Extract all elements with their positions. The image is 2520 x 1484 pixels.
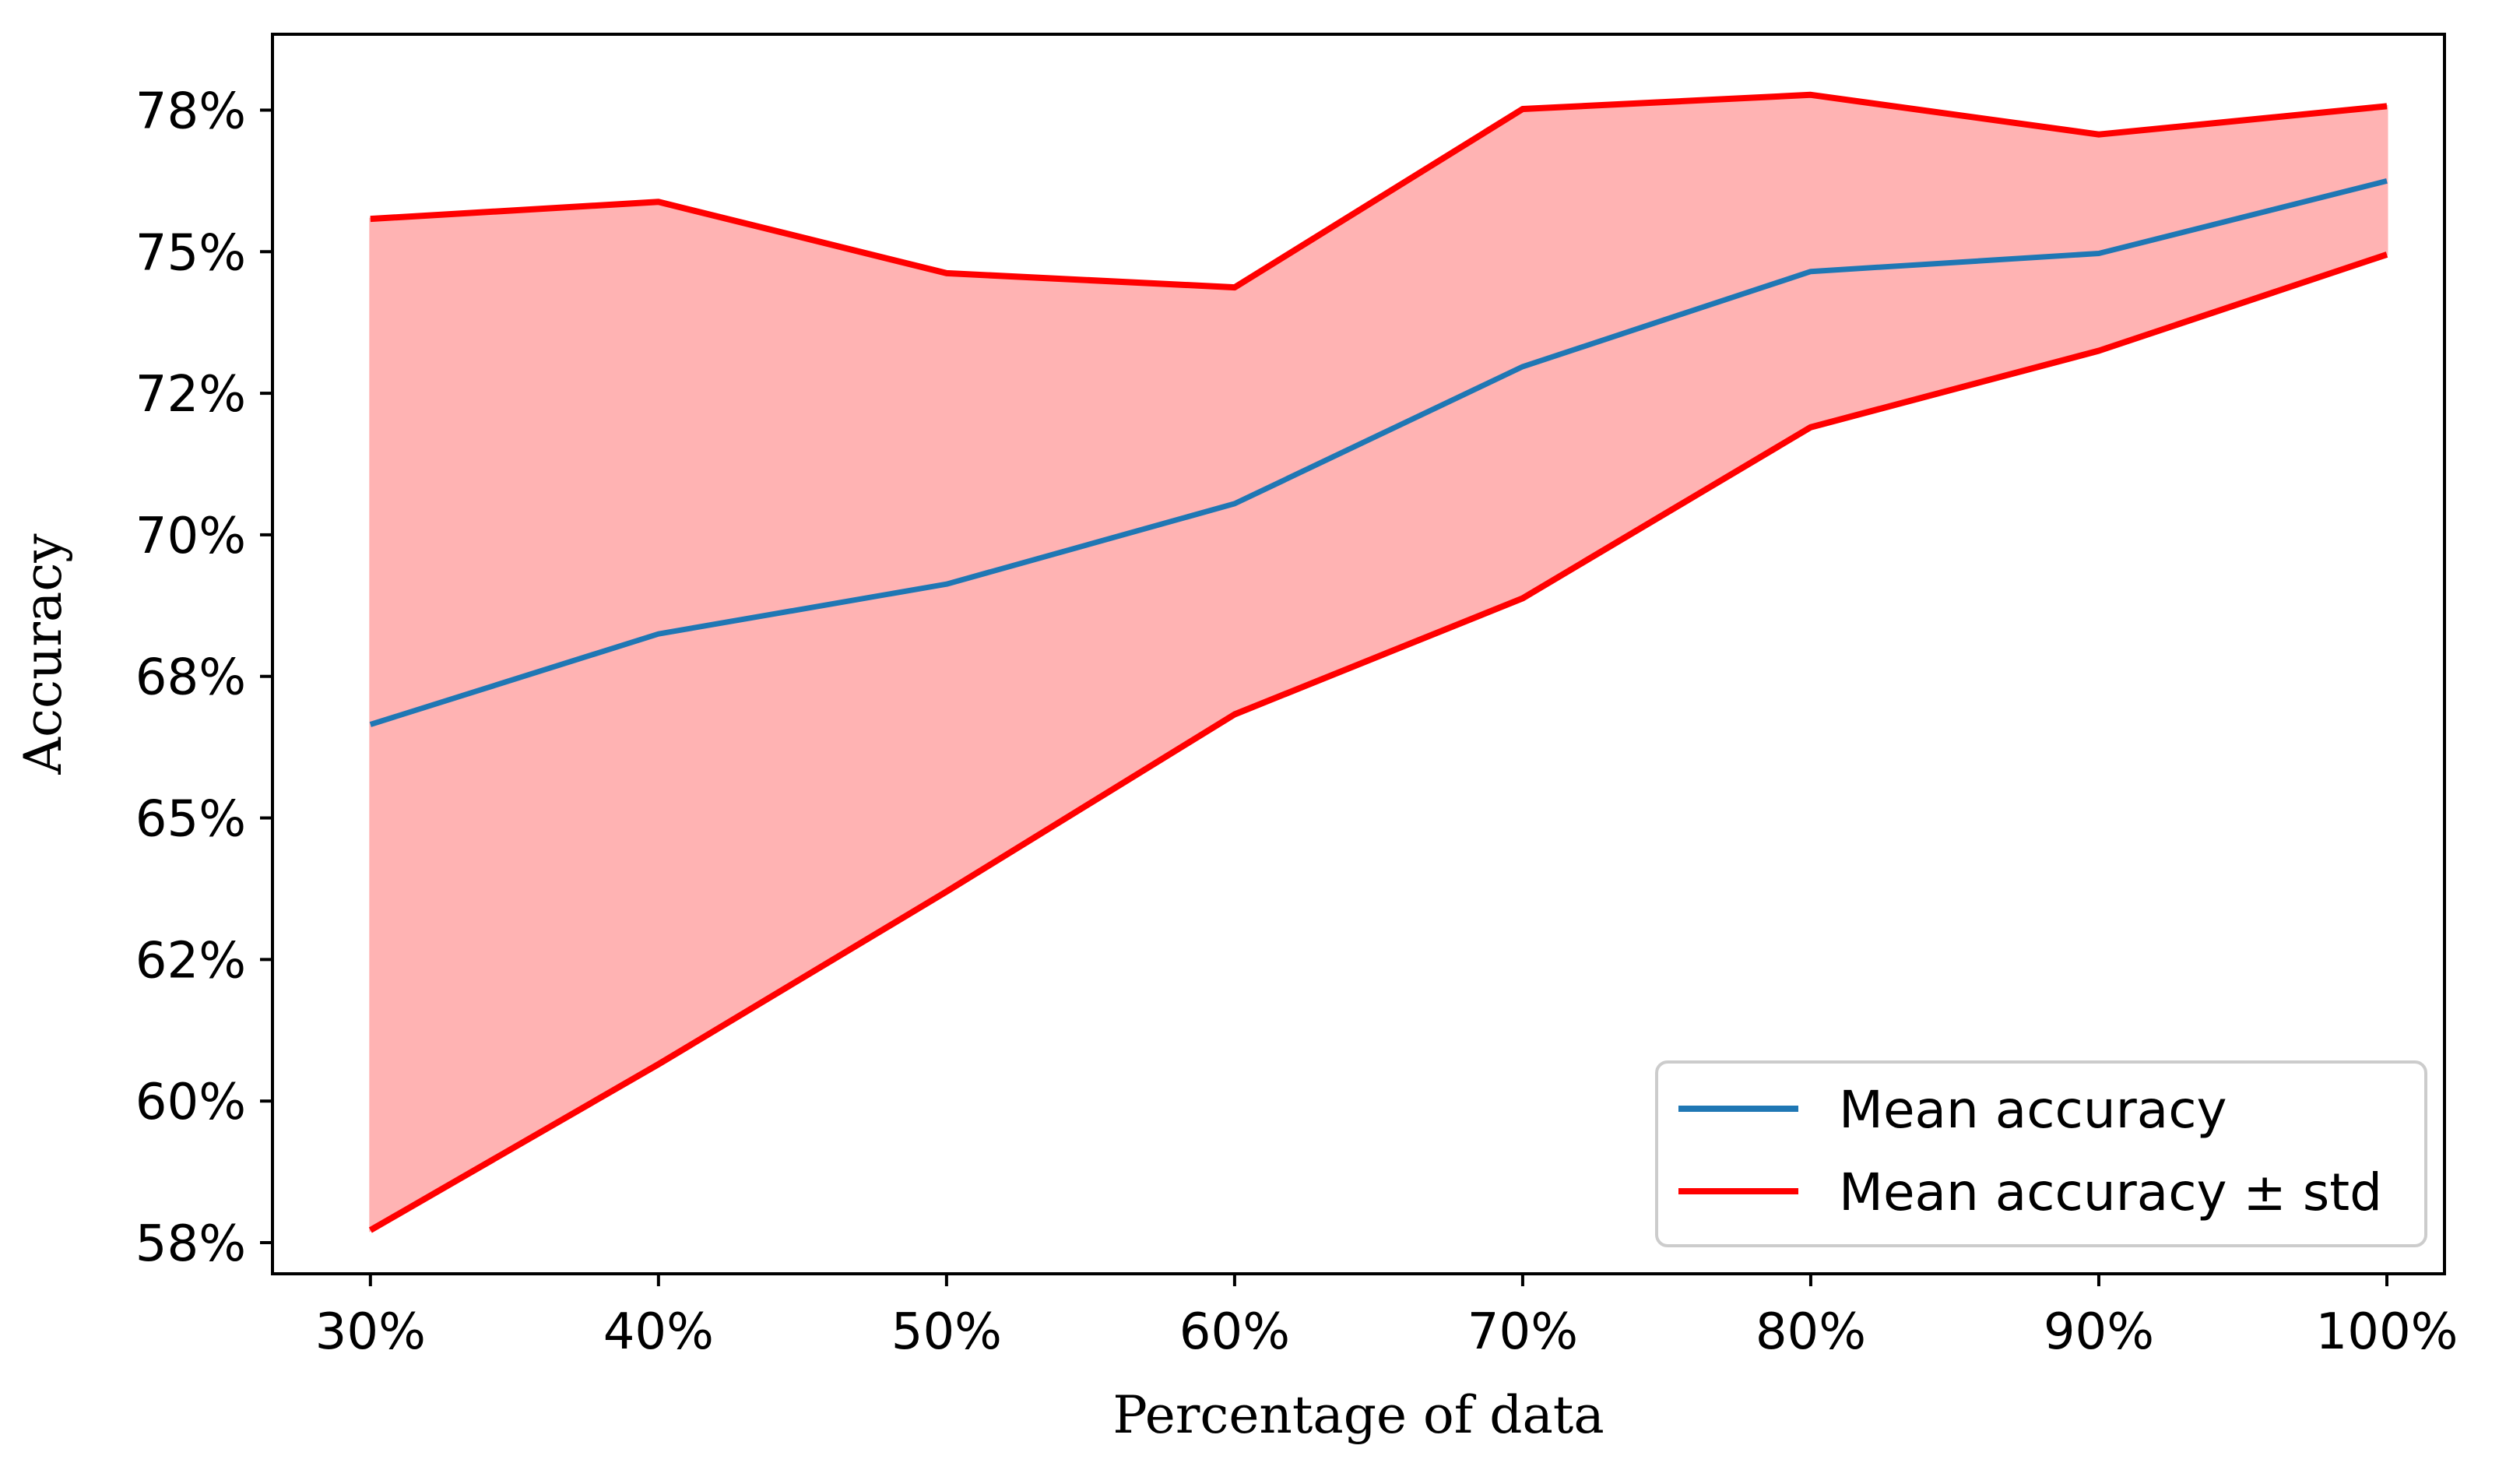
plot-frame [271, 33, 2446, 1275]
mean-accuracy-line [369, 178, 2388, 727]
y-axis-title: Accuracy [13, 533, 73, 775]
y-tick-label: 78% [135, 83, 246, 140]
y-tick-label: 72% [135, 366, 246, 424]
x-tick-label: 70% [1467, 1303, 1578, 1361]
x-tick-label: 60% [1179, 1303, 1290, 1361]
x-axis-title: Percentage of data [1112, 1385, 1604, 1445]
x-tick-label: 40% [603, 1303, 714, 1361]
y-axis: 58% 60% 62% 65% 68% 70% 72% 75% 78% [135, 83, 272, 1273]
y-tick-label: 58% [135, 1215, 246, 1273]
x-tick-label: 50% [891, 1303, 1002, 1361]
x-tick-label: 100% [2316, 1303, 2458, 1361]
legend-mean-label: Mean accuracy [1839, 1080, 2227, 1140]
x-axis: 30% 40% 50% 60% 70% 80% 90% 100% [315, 1274, 2458, 1361]
legend: Mean accuracy Mean accuracy ± std [1655, 1060, 2427, 1247]
upper-std-line [370, 91, 2388, 291]
y-tick-label: 70% [135, 508, 246, 565]
y-tick-label: 60% [135, 1074, 246, 1131]
x-tick-label: 90% [2044, 1303, 2154, 1361]
legend-box [1655, 1060, 2427, 1247]
legend-std-label: Mean accuracy ± std [1839, 1162, 2382, 1222]
y-tick-label: 62% [135, 932, 246, 990]
x-tick-label: 80% [1756, 1303, 1866, 1361]
y-tick-label: 65% [135, 791, 246, 849]
plot-area [368, 91, 2388, 1233]
y-tick-label: 75% [135, 224, 246, 282]
lower-std-line [368, 251, 2388, 1233]
y-tick-label: 68% [135, 649, 246, 707]
x-tick-label: 30% [315, 1303, 426, 1361]
